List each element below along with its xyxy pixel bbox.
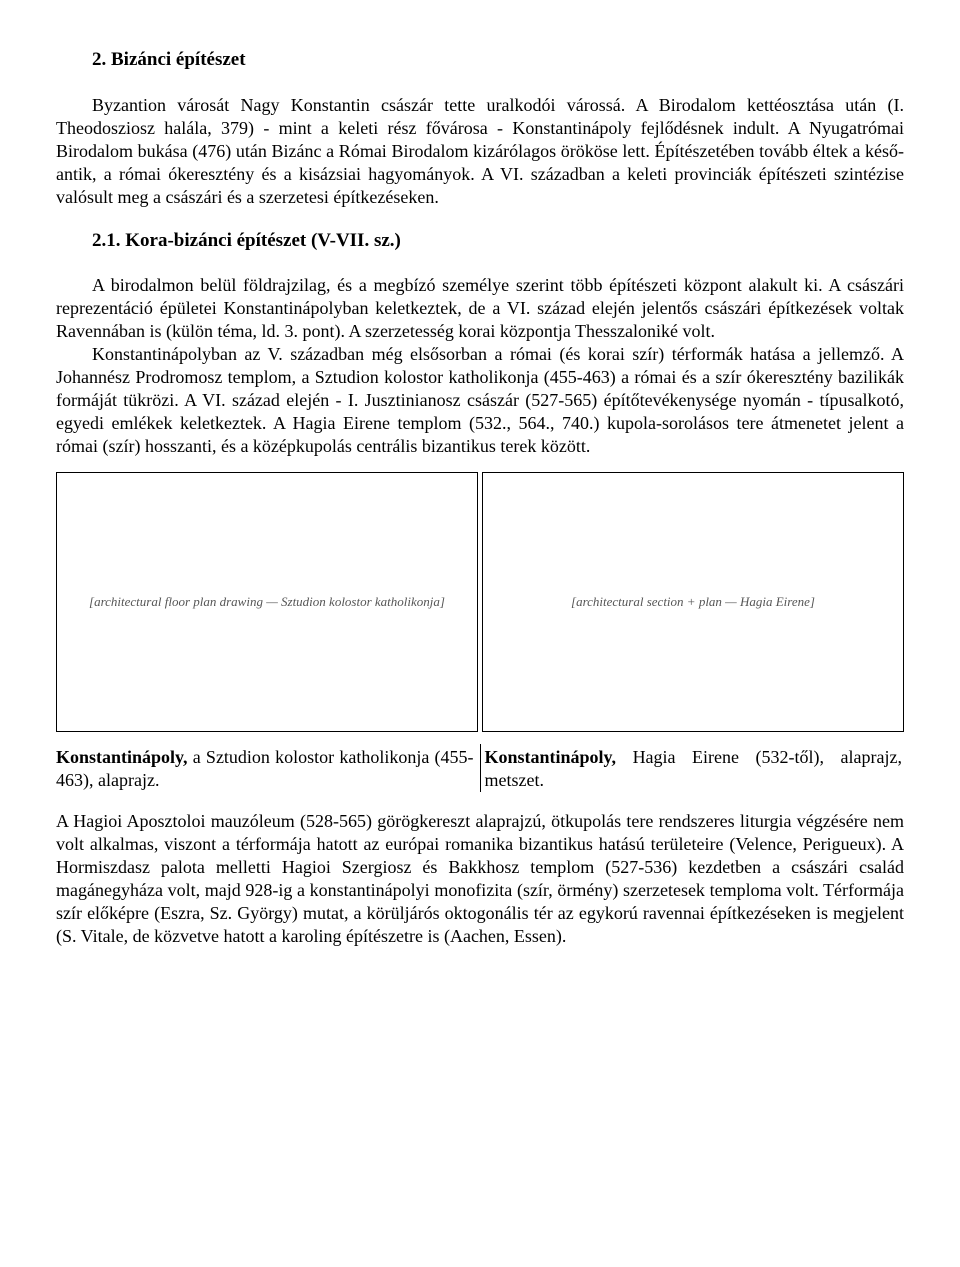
caption-right-bold: Konstantinápoly,: [485, 747, 617, 767]
figure-right-placeholder: [architectural section + plan — Hagia Ei…: [563, 586, 823, 619]
figure-right-cell: [architectural section + plan — Hagia Ei…: [482, 472, 904, 732]
section-2-1-p1: A birodalmon belül földrajzilag, és a me…: [56, 274, 904, 343]
figure-left-image: [architectural floor plan drawing — Sztu…: [56, 472, 478, 732]
figure-left-cell: [architectural floor plan drawing — Sztu…: [56, 472, 478, 732]
after-figures-paragraph: A Hagioi Aposztoloi mauzóleum (528-565) …: [56, 810, 904, 948]
section-2-1-title: 2.1. Kora-bizánci építészet (V-VII. sz.): [56, 229, 904, 253]
figure-right-image: [architectural section + plan — Hagia Ei…: [482, 472, 904, 732]
intro-paragraph: Byzantion városát Nagy Konstantin császá…: [56, 94, 904, 209]
caption-left: Konstantinápoly, a Sztudion kolostor kat…: [56, 744, 481, 792]
caption-right: Konstantinápoly, Hagia Eirene (532-től),…: [485, 744, 905, 792]
section-2-1-p2: Konstantinápolyban az V. században még e…: [56, 343, 904, 458]
figure-left-placeholder: [architectural floor plan drawing — Sztu…: [81, 586, 453, 619]
figure-row: [architectural floor plan drawing — Sztu…: [56, 472, 904, 732]
caption-left-bold: Konstantinápoly,: [56, 747, 188, 767]
caption-row: Konstantinápoly, a Sztudion kolostor kat…: [56, 744, 904, 792]
page-title: 2. Bizánci építészet: [56, 48, 904, 72]
